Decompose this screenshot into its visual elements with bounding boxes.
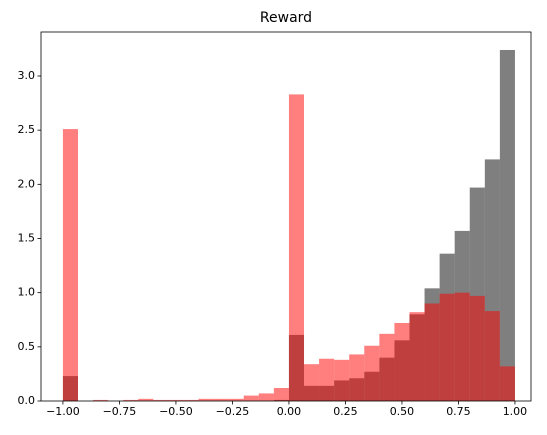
- bar: [93, 399, 109, 401]
- axes-frame: [40, 31, 532, 402]
- x-tick-label: −0.50: [159, 405, 193, 418]
- bar: [469, 295, 485, 401]
- bar: [288, 94, 305, 401]
- y-tick-label: 2.5: [18, 123, 36, 136]
- bar: [499, 366, 515, 401]
- x-tick-label: 1.00: [503, 405, 528, 418]
- x-tick-label: 0.00: [277, 405, 302, 418]
- bar: [198, 398, 214, 401]
- bar: [258, 393, 274, 401]
- x-tick-label: −1.00: [46, 405, 80, 418]
- bar: [213, 398, 229, 401]
- bar: [62, 129, 78, 401]
- x-tick-label: −0.25: [216, 405, 250, 418]
- bar: [439, 293, 455, 401]
- x-tick-label: 0.25: [333, 405, 358, 418]
- bar: [379, 333, 395, 401]
- y-tick-label: 2.0: [18, 177, 36, 190]
- bar: [168, 399, 184, 401]
- x-tick-label: 0.75: [446, 405, 471, 418]
- bar: [273, 387, 289, 401]
- y-tick-label: 0.5: [18, 340, 36, 353]
- bar: [349, 354, 365, 401]
- bar: [499, 49, 515, 402]
- bar: [334, 359, 350, 401]
- bar: [319, 358, 335, 401]
- x-tick-label: −0.75: [103, 405, 137, 418]
- bar: [409, 312, 425, 401]
- bar: [394, 322, 410, 401]
- chart-title: Reward: [260, 10, 312, 26]
- y-tick-label: 1.0: [18, 286, 36, 299]
- y-tick-label: 1.5: [18, 231, 36, 244]
- bar: [484, 311, 500, 401]
- y-tick-label: 3.0: [18, 69, 36, 82]
- bar: [304, 364, 320, 401]
- bar: [454, 292, 470, 401]
- bar: [183, 399, 199, 401]
- bar: [424, 303, 440, 401]
- bar: [228, 398, 244, 401]
- bar: [138, 398, 154, 401]
- bar: [123, 399, 139, 401]
- y-tick-label: 0.0: [18, 394, 36, 407]
- bar: [153, 399, 169, 401]
- x-tick-label: 0.50: [390, 405, 415, 418]
- bar: [243, 395, 259, 401]
- bar: [364, 345, 380, 401]
